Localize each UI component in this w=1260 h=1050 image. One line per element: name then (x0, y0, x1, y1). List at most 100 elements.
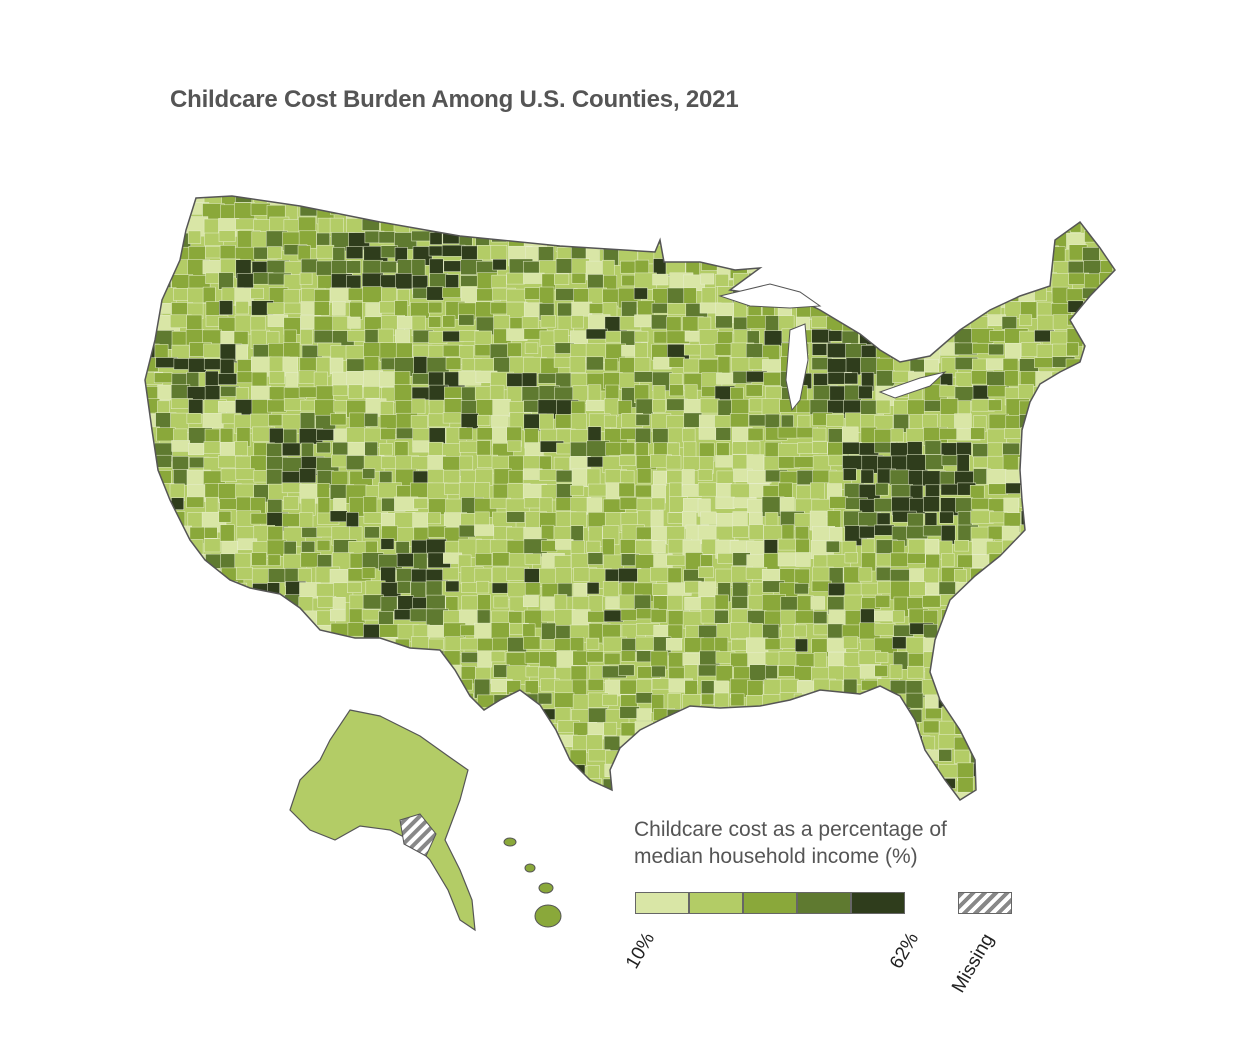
county-cell (843, 636, 859, 649)
county-cell (1036, 511, 1052, 524)
county-cell (700, 791, 720, 800)
county-cell (297, 637, 317, 651)
county-cell (619, 357, 637, 374)
county-cell (283, 342, 301, 358)
county-cell (746, 315, 769, 329)
county-cell (605, 441, 623, 456)
county-cell (795, 552, 811, 567)
county-cell (506, 272, 525, 285)
county-cell (266, 695, 282, 712)
county-cell (378, 611, 394, 625)
county-cell (876, 722, 893, 736)
county-cell (653, 356, 672, 370)
county-cell (250, 624, 272, 639)
county-cell (459, 440, 479, 453)
county-cell (797, 792, 818, 800)
county-cell (145, 664, 156, 679)
county-cell (987, 202, 1003, 220)
county-cell (954, 540, 969, 552)
county-cell (1050, 196, 1072, 210)
county-cell (253, 666, 267, 679)
county-cell (458, 524, 476, 538)
county-cell (219, 638, 233, 654)
county-cell (186, 679, 211, 691)
county-cell (909, 581, 926, 597)
county-cell (217, 679, 234, 696)
county-cell (522, 762, 541, 780)
county-cell (956, 442, 972, 456)
county-cell (364, 413, 379, 427)
county-cell (875, 288, 893, 308)
county-cell (924, 440, 942, 455)
county-cell (1020, 427, 1036, 445)
county-cell (829, 385, 846, 403)
county-cell (1101, 538, 1115, 559)
legend-swatch-2 (689, 892, 743, 914)
county-cell (1034, 692, 1049, 710)
county-cell (877, 792, 894, 800)
county-cell (813, 274, 833, 292)
county-cell (442, 567, 459, 581)
county-cell (1066, 580, 1090, 594)
county-cell (844, 204, 862, 218)
county-cell (907, 344, 932, 356)
county-cell (988, 776, 1003, 795)
county-cell (1001, 316, 1017, 330)
county-cell (747, 708, 769, 720)
county-cell (875, 651, 889, 663)
county-cell (145, 398, 161, 414)
county-cell (476, 245, 494, 261)
county-cell (714, 750, 740, 763)
county-cell (730, 792, 748, 800)
county-cell (361, 680, 379, 695)
county-cell (283, 692, 301, 714)
county-cell (939, 274, 958, 293)
county-cell (890, 428, 904, 443)
map-title: Childcare Cost Burden Among U.S. Countie… (170, 86, 739, 113)
county-cell (620, 609, 637, 621)
county-cell (891, 540, 906, 554)
county-cell (989, 709, 1006, 723)
county-cell (1068, 693, 1092, 704)
county-cell (410, 720, 431, 734)
county-cell (1082, 750, 1106, 768)
county-cell (874, 274, 892, 289)
county-cell (553, 219, 567, 236)
county-cell (428, 196, 449, 201)
county-cell (586, 497, 603, 515)
county-cell (714, 692, 730, 708)
county-cell (985, 609, 1005, 623)
county-cell (364, 526, 380, 539)
county-cell (570, 315, 584, 329)
county-cell (1002, 204, 1026, 222)
county-cell (233, 790, 258, 800)
county-cell (699, 398, 720, 414)
county-cell (378, 203, 392, 219)
county-cell (347, 581, 362, 593)
county-cell (490, 622, 510, 639)
county-cell (1082, 470, 1104, 485)
county-cell (619, 762, 633, 778)
county-cell (330, 608, 346, 622)
county-cell (701, 287, 717, 304)
county-cell (1002, 272, 1025, 287)
county-cell (523, 230, 548, 249)
county-cell (221, 708, 237, 723)
county-cell (764, 274, 786, 286)
county-cell (924, 539, 940, 556)
county-cell (730, 693, 745, 707)
county-cell (844, 246, 861, 260)
county-cell (781, 524, 795, 541)
county-cell (217, 373, 237, 385)
county-cell (764, 778, 778, 796)
county-cell (1034, 428, 1048, 440)
county-cell (189, 595, 210, 610)
county-cell (843, 763, 860, 780)
county-cell (652, 748, 676, 768)
county-cell (683, 708, 697, 721)
county-cell (860, 469, 874, 484)
county-cell (604, 763, 623, 777)
county-cell (923, 272, 941, 286)
county-cell (171, 764, 187, 782)
county-cell (218, 510, 232, 523)
